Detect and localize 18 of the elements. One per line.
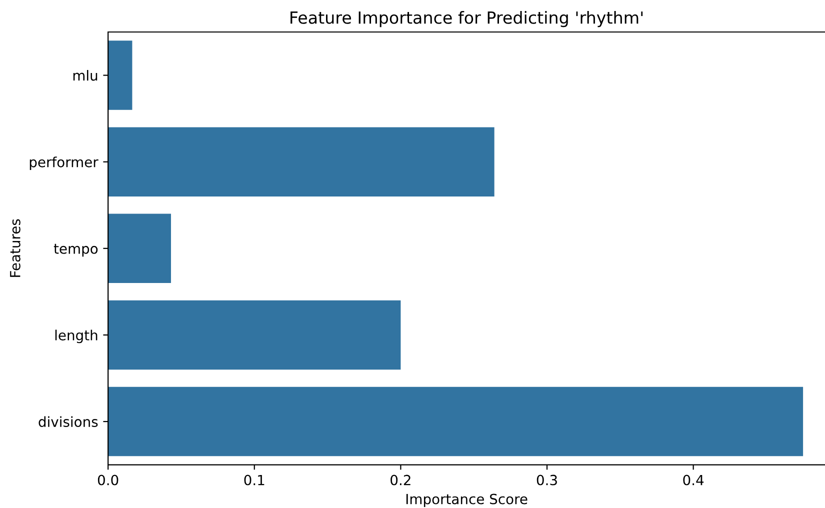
x-tick-label: 0.2 — [390, 474, 410, 486]
x-tick-label: 0.3 — [536, 474, 557, 486]
bar — [108, 386, 804, 456]
x-tick-label: 0.1 — [244, 474, 264, 486]
bar — [108, 214, 171, 284]
x-axis-title: Importance Score — [406, 494, 528, 507]
x-tick-label: 0.0 — [98, 474, 118, 486]
y-tick-label: tempo — [54, 244, 98, 257]
bar — [108, 127, 494, 196]
bar — [108, 40, 132, 110]
y-tick-label: divisions — [38, 416, 98, 428]
y-axis-title: Features — [10, 219, 20, 277]
x-tick-label: 0.4 — [683, 474, 704, 486]
y-tick-label: performer — [30, 156, 98, 170]
bar — [108, 300, 401, 370]
y-tick-label: mlu — [73, 70, 98, 81]
chart-title: Feature Importance for Predicting 'rhythm' — [290, 11, 643, 28]
y-tick-label: length — [55, 330, 98, 344]
